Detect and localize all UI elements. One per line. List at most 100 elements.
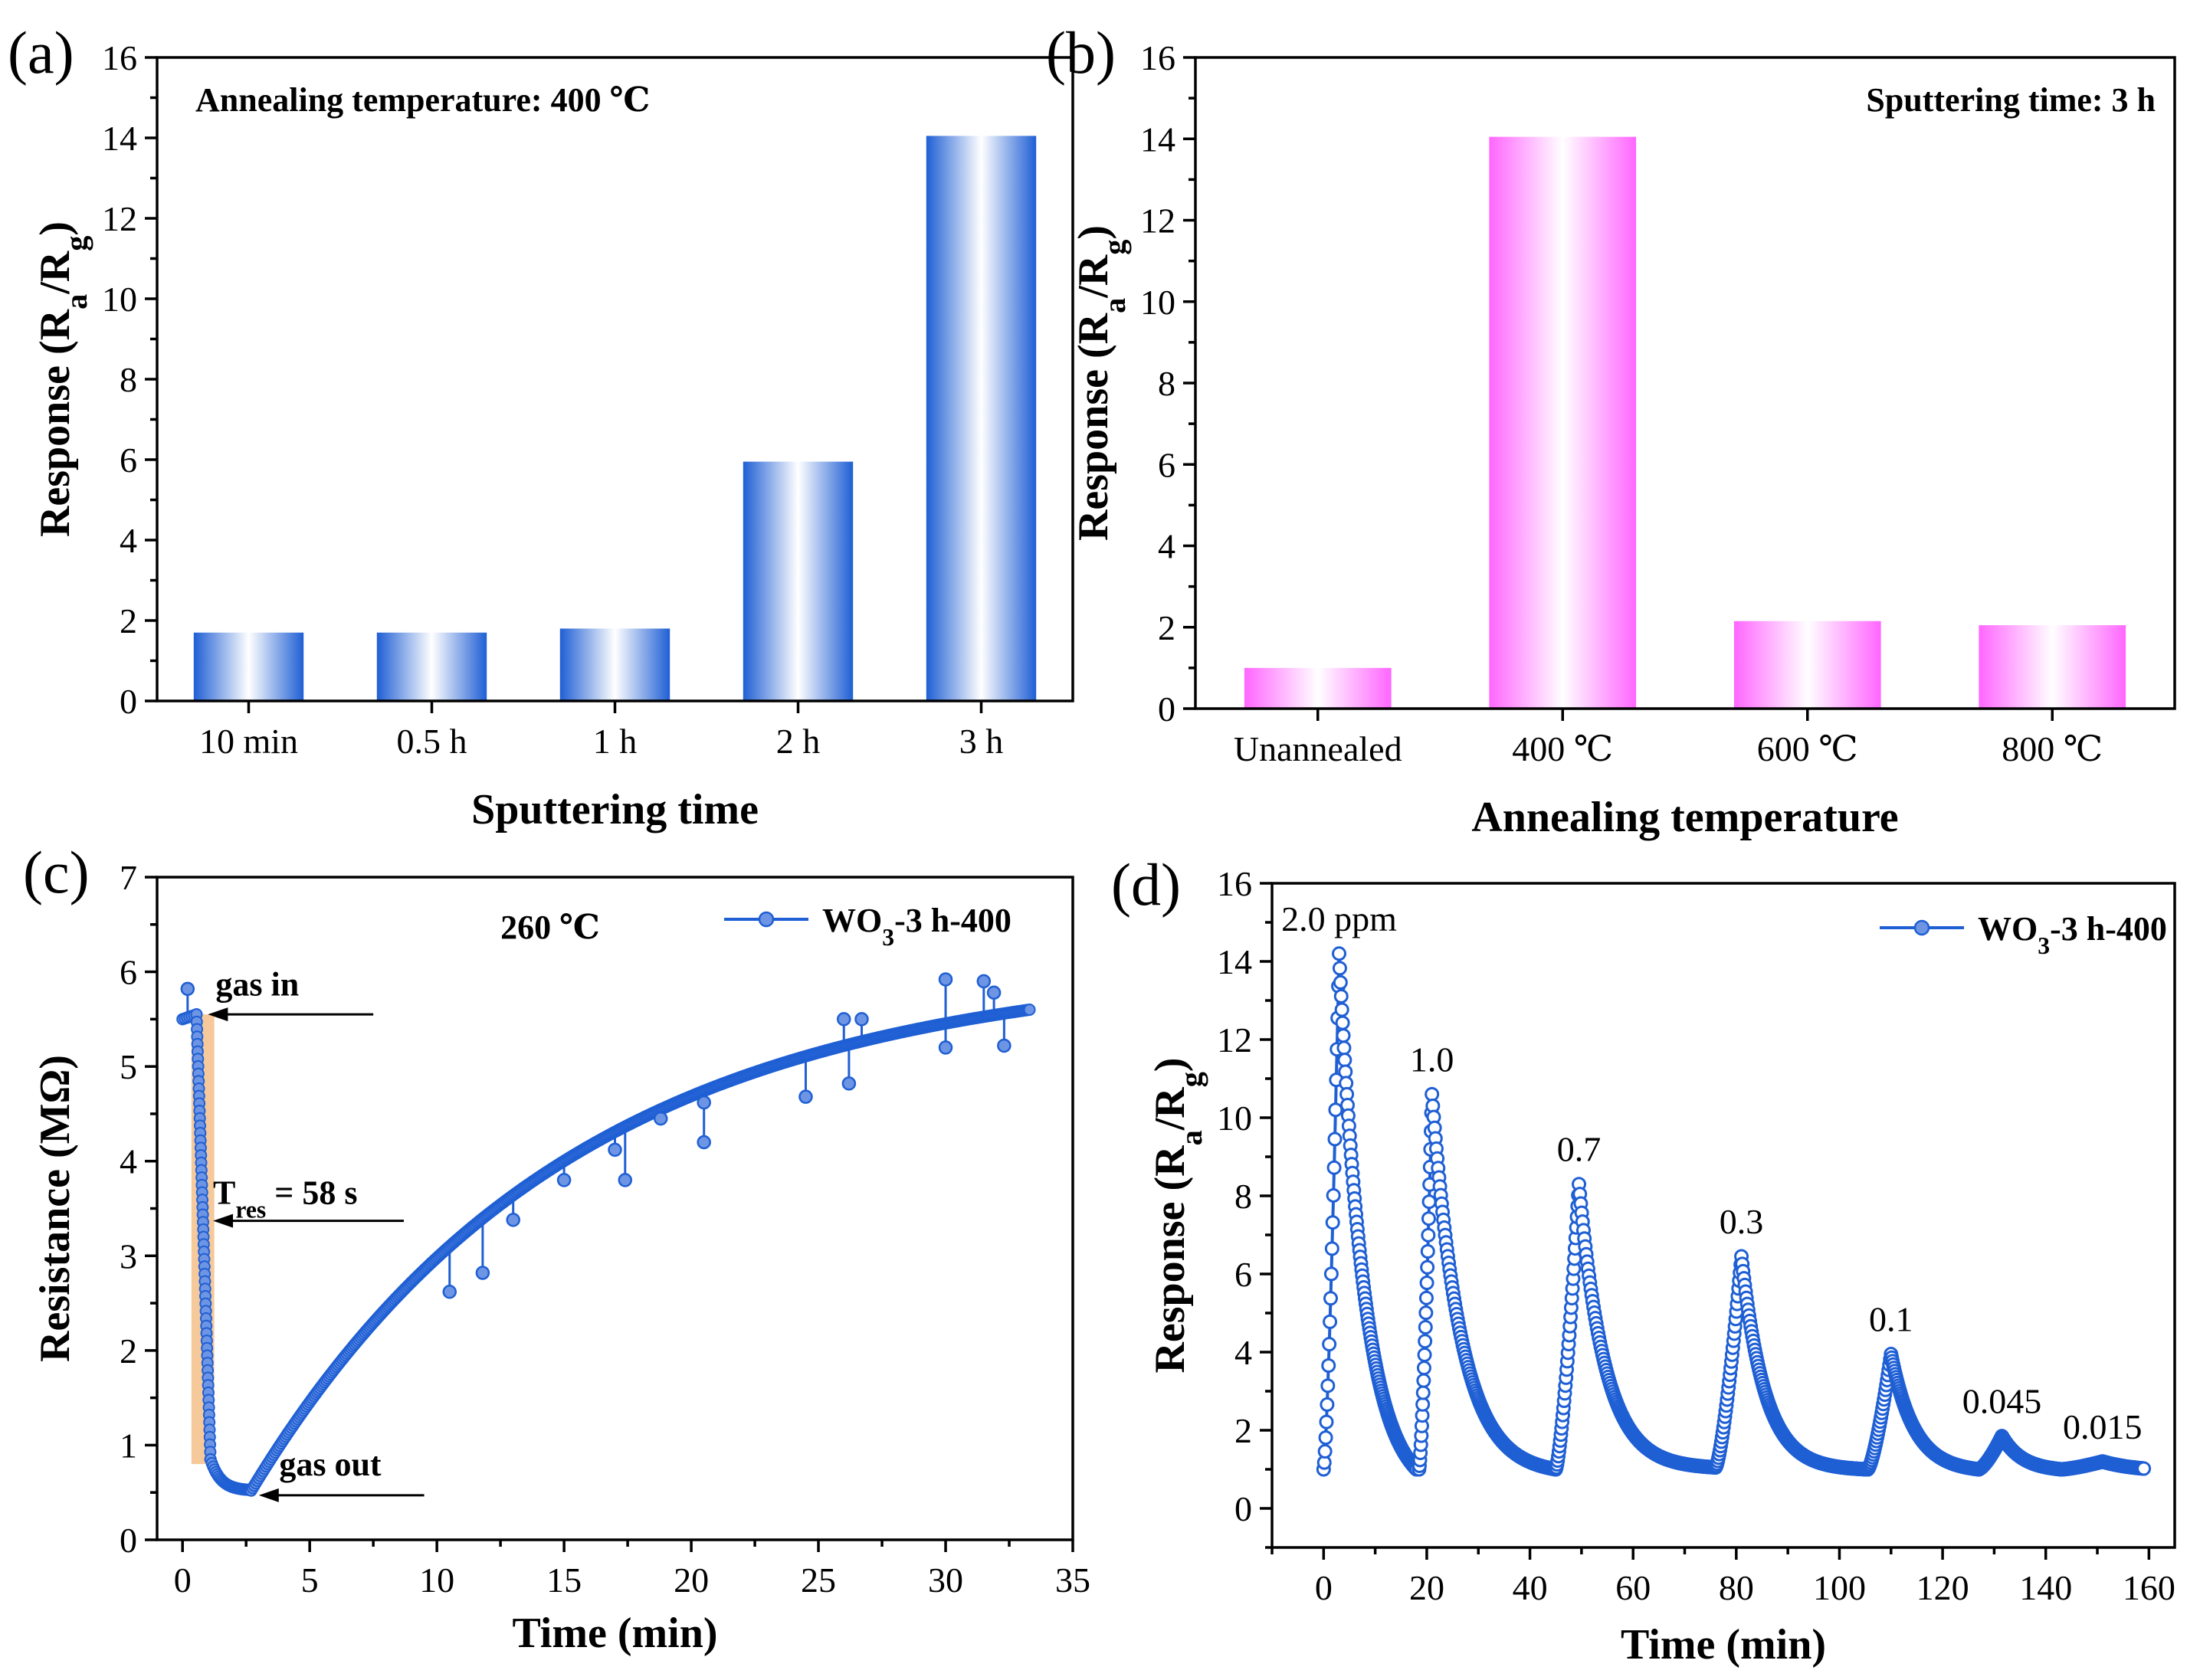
panel-a-x-tick-label: 10 min (199, 722, 298, 761)
panel-d-data-point (1415, 1385, 1431, 1400)
panel-c-y-tick-label: 3 (120, 1236, 137, 1276)
panel-d-data-point (1323, 1266, 1339, 1282)
panel-b-y-tick-label: 6 (1158, 445, 1175, 484)
panel-d-label: (d) (1111, 851, 1181, 918)
panel-d-data-point (1317, 1444, 1333, 1459)
panel-a-y-tick-label: 4 (120, 521, 137, 560)
panel-b-ylabel-part: Response (R (1070, 313, 1117, 541)
panel-d-y-tick-label: 6 (1234, 1255, 1252, 1294)
panel-c-spike-point (475, 1266, 490, 1280)
panel-c-y-tick-label: 7 (120, 858, 137, 897)
panel-b-ylabel-part: ) (1070, 225, 1117, 240)
panel-d-data-point (1320, 1397, 1335, 1412)
panel-a-ylabel-part: ) (31, 221, 79, 236)
panel-d-x-tick-label: 100 (1813, 1568, 1866, 1607)
panel-a-bar (926, 136, 1037, 701)
panel-c-x-tick-label: 20 (674, 1560, 709, 1600)
panel-d-legend-marker (1913, 919, 1930, 936)
panel-c-spike-point (837, 1012, 851, 1027)
panel-d-data-point (1325, 1215, 1340, 1230)
panel-c-x-tick-label: 15 (546, 1560, 582, 1600)
panel-a-bar-chart: 0 2 4 6 8 10 12 14 16 10 min 0.5 h 1 h 2 h 3 h Sputter… (8, 19, 1074, 833)
panel-d-x-tick-label: 0 (1315, 1568, 1333, 1607)
panel-b-ylabel-part: /R (1070, 254, 1117, 299)
panel-d-ylabel-part: /R (1146, 1087, 1194, 1131)
panel-d-legend-label-part: WO (1978, 910, 2038, 948)
panel-c-spike-point (506, 1213, 520, 1227)
panel-c-frame (156, 876, 1074, 1541)
panel-d-data-point (1332, 961, 1347, 976)
panel-c-spike-point (556, 1173, 572, 1187)
panel-c-spike-point (697, 1135, 711, 1150)
panel-a-x-tick-label: 3 h (959, 722, 1004, 761)
panel-d-data-point (1323, 1314, 1338, 1329)
panel-c-data-point (1023, 1004, 1036, 1016)
panel-d-x-tick-label: 40 (1513, 1568, 1548, 1607)
panel-c-y-tick-label: 4 (120, 1142, 137, 1181)
panel-d-data-point (1321, 1358, 1336, 1374)
panel-b-y-tick-label: 12 (1140, 201, 1175, 241)
panel-c-tres-label-part: T (213, 1174, 235, 1211)
panel-d-data-point (1326, 1160, 1342, 1175)
panel-b-annotation: Sputtering time: 3 h (1866, 81, 2156, 119)
panel-d-data-point (1333, 974, 1348, 990)
panel-c-spike-point (854, 1012, 869, 1027)
panel-c-tres-arrow-head (213, 1213, 234, 1228)
panel-b-bar (1733, 621, 1881, 709)
panel-c-x-tick-label: 35 (1055, 1560, 1090, 1600)
panel-a-x-tick-label: 2 h (776, 722, 821, 761)
panel-d-peak-label: 2.0 ppm (1281, 899, 1397, 938)
panel-c-x-tick-label: 0 (174, 1560, 192, 1600)
panel-d-data-point (1328, 1102, 1343, 1118)
panel-d-data-point (1420, 1259, 1435, 1275)
panel-b-bar (1244, 667, 1392, 709)
panel-c-x-tick-label: 5 (301, 1560, 319, 1600)
panel-c-gas-in-arrow-head (208, 1007, 228, 1022)
panel-d-xlabel: Time (min) (1621, 1621, 1826, 1669)
panel-b-xlabel: Annealing temperature (1471, 794, 1898, 841)
panel-c-ylabel: Resistance (MΩ) (31, 1055, 79, 1362)
panel-d-data-point (1421, 1211, 1436, 1226)
panel-d-data-point (2136, 1461, 2152, 1476)
panel-a-bar (193, 632, 304, 701)
panel-b-ylabel-part: g (1097, 240, 1132, 255)
panel-a-y-tick-label: 10 (102, 280, 137, 319)
panel-c-series-line (182, 1008, 1030, 1496)
panel-a-bar (559, 628, 670, 701)
panel-b-y-tick-label: 10 (1140, 283, 1175, 322)
panel-c-y-tick-label: 0 (120, 1521, 137, 1560)
panel-d-peak-label: 0.1 (1869, 1300, 1913, 1339)
panel-c-spike-point (654, 1111, 668, 1126)
panel-d-x-tick-label: 80 (1719, 1568, 1754, 1607)
panel-b-y-tick-label: 4 (1158, 527, 1175, 566)
panel-d-x-tick-label: 120 (1916, 1568, 1969, 1607)
panel-d-data-point (1421, 1194, 1437, 1210)
panel-d-y-tick-label: 14 (1217, 942, 1252, 981)
panel-c-y-tick-label: 6 (120, 953, 137, 992)
panel-b-frame (1194, 56, 2176, 710)
panel-b-y-tick-label: 0 (1158, 689, 1175, 729)
panel-d-data-point (1333, 988, 1349, 1004)
panel-d-data-point (1420, 1244, 1435, 1259)
panel-d-x-tick-label: 160 (2123, 1568, 2175, 1607)
panel-d-data-point (1416, 1373, 1431, 1388)
panel-d-peak-label: 0.045 (1962, 1382, 2042, 1421)
panel-d-ylabel-part: ) (1146, 1057, 1194, 1072)
panel-b-x-tick-label: 800 ℃ (2002, 729, 2103, 768)
panel-b-x-tick-label: 400 ℃ (1512, 729, 1613, 768)
panel-a-ylabel-part: a (59, 294, 93, 309)
panel-d-y-tick-label: 16 (1217, 864, 1252, 903)
panel-d-y-tick-label: 10 (1217, 1099, 1252, 1138)
panel-d-ylabel: Response (Ra/Rg) (1146, 1057, 1208, 1373)
panel-b-bar (1979, 625, 2126, 709)
panel-c-legend-marker (758, 911, 775, 928)
panel-d-data-point (1320, 1378, 1336, 1393)
panel-c-spike-point (841, 1076, 857, 1091)
panel-d-data-point (1417, 1347, 1432, 1362)
panel-c-x-tick-label: 30 (928, 1560, 963, 1600)
panel-d-peak-label: 0.015 (2063, 1407, 2143, 1446)
panel-d-peak-label: 1.0 (1410, 1040, 1454, 1079)
panel-c-y-tick-label: 5 (120, 1047, 137, 1086)
panel-c-xlabel: Time (min) (512, 1610, 717, 1657)
